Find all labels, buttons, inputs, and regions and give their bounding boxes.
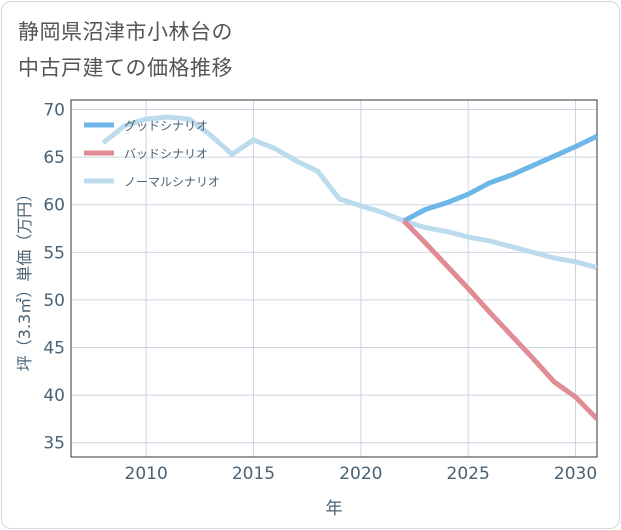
chart-title-line-2: 中古戸建ての価格推移 (18, 56, 233, 80)
y-tick-label: 45 (43, 339, 65, 359)
y-axis-title: 坪（3.3㎡）単価（万円） (15, 186, 34, 371)
x-tick-label: 2020 (339, 464, 382, 484)
y-tick-label: 70 (43, 101, 65, 121)
x-tick-label: 2025 (447, 464, 490, 484)
y-tick-label: 65 (43, 148, 65, 168)
plot-border (70, 99, 598, 458)
y-tick-label: 35 (43, 434, 65, 454)
x-tick-label: 2010 (125, 464, 168, 484)
y-tick-label: 55 (43, 243, 65, 263)
x-tick-label: 2015 (232, 464, 275, 484)
legend-label-good: グッドシナリオ (124, 119, 208, 133)
legend-label-bad: バッドシナリオ (124, 147, 208, 161)
series-line-good (402, 133, 597, 224)
series-line-bad (402, 219, 597, 421)
y-tick-label: 60 (43, 196, 65, 216)
x-axis-title: 年 (326, 499, 343, 519)
series-line-normal (101, 114, 597, 271)
y-tick-label: 50 (43, 291, 65, 311)
legend-label-normal: ノーマルシナリオ (124, 175, 220, 189)
y-tick-label: 40 (43, 386, 65, 406)
chart-title-line-1: 静岡県沼津市小林台の (18, 20, 233, 44)
x-tick-label: 2030 (554, 464, 597, 484)
chart-title: 静岡県沼津市小林台の 中古戸建ての価格推移 (18, 14, 233, 86)
